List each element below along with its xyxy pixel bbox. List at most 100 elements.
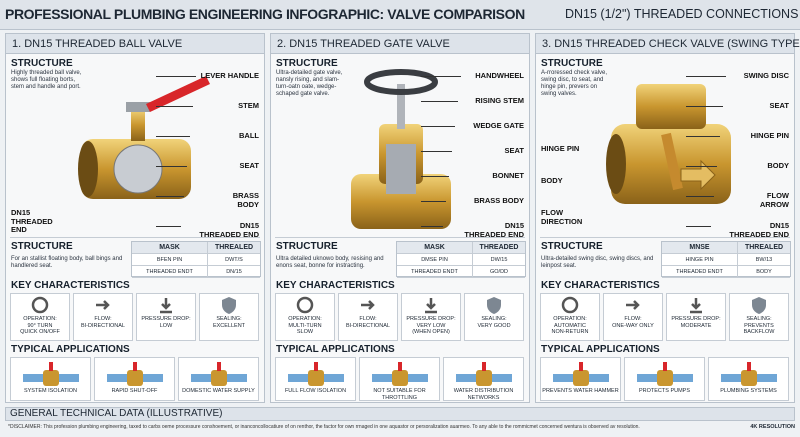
resolution-badge: 4K RESOLUTION	[750, 424, 795, 430]
table-header: THREALED	[208, 242, 260, 254]
structure-text: For an stallist floating body, ball bing…	[11, 256, 123, 269]
characteristic-text: PRESSURE DROP: MODERATE	[671, 316, 721, 329]
characteristic-icon	[690, 298, 702, 314]
applications-heading: TYPICAL APPLICATIONS	[11, 344, 130, 355]
application-text: RAPID SHUT-OFF	[111, 388, 158, 394]
characteristic-card	[540, 293, 600, 341]
characteristic-icon	[752, 297, 766, 314]
callout-label: RISING STEM	[475, 96, 524, 105]
characteristic-text: FLOW: ONE-WAY ONLY	[612, 316, 654, 329]
table-header: MNSE	[662, 242, 738, 254]
valve-illustration	[351, 69, 451, 229]
divider	[10, 237, 260, 238]
callout-line	[686, 226, 711, 227]
application-icon	[553, 362, 609, 386]
callout-label: LEVER HANDLE	[200, 71, 259, 80]
characteristics-heading: KEY CHARACTERISTICS	[541, 280, 660, 291]
application-icon	[288, 362, 344, 386]
application-text: PREVENTS WATER HAMMER	[542, 388, 619, 394]
application-text: PROTECTS PUMPS	[638, 388, 691, 394]
panel-title-bar	[536, 34, 794, 54]
callout-line	[686, 136, 720, 137]
characteristic-text: PRESSURE DROP: VERY LOW (WHEN OPEN)	[406, 316, 456, 335]
callout-label: BALL	[239, 131, 259, 140]
callout-line	[421, 226, 443, 227]
callout-line	[421, 151, 452, 152]
structure-heading: STRUCTURE	[11, 58, 73, 69]
application-icon	[107, 362, 163, 386]
characteristic-text: SEALING: EXCELLENT	[212, 316, 246, 329]
application-icon	[637, 362, 693, 386]
table-cell: BW/13	[738, 254, 790, 266]
table-cell: DMSE PIN	[397, 254, 473, 266]
characteristic-card	[603, 293, 663, 341]
header-bar	[0, 0, 800, 30]
characteristic-text: SEALING: PREVENTS BACKFLOW	[743, 316, 775, 335]
callout-label: HANDWHEEL	[475, 71, 524, 80]
table-cell: DN/15	[208, 266, 260, 278]
panel-title-bar	[6, 34, 264, 54]
structure-text: Ultra-detailed swing disc, swing discs, …	[541, 256, 654, 269]
table-header: MASK	[132, 242, 208, 254]
left-callout-label: FLOW DIRECTION	[541, 208, 583, 226]
characteristic-card	[10, 293, 70, 341]
callout-line	[156, 106, 193, 107]
application-icon	[456, 362, 512, 386]
left-callout-label: BODY	[541, 176, 563, 185]
callout-line	[686, 76, 726, 77]
characteristic-card	[338, 293, 398, 341]
callout-label: STEM	[238, 101, 259, 110]
characteristic-icon	[361, 300, 375, 310]
callout-line	[156, 226, 181, 227]
characteristic-text: SEALING: VERY GOOD	[477, 316, 511, 329]
page-subtitle: DN15 (1/2") THREADED CONNECTIONS	[565, 7, 799, 21]
characteristic-card	[275, 293, 335, 341]
valve-panel: 1. DN15 THREADED BALL VALVE STRUCTURE High…	[5, 33, 265, 403]
structure-table: MASK THREALED BFEN PIN DWT/S THREADED ENDT DN…	[131, 241, 261, 278]
application-icon	[372, 362, 428, 386]
valve-panel: 3. DN15 THREADED CHECK VALVE (SWING TYPE…	[535, 33, 800, 403]
table-cell: DW/15	[473, 254, 525, 266]
table-cell: GO/DD	[473, 266, 525, 278]
callout-label: SEAT	[239, 161, 259, 170]
structure-text: Highly threaded ball valve, shows full f…	[11, 70, 82, 90]
footer-bar	[5, 407, 795, 421]
characteristic-icon	[487, 297, 501, 314]
disclaimer: *DISCLAIMER: This profession plumbing en…	[8, 424, 640, 430]
callout-line	[156, 166, 187, 167]
callout-line	[421, 101, 458, 102]
application-text: FULL FLOW ISOLATION	[284, 388, 347, 394]
callout-line	[421, 76, 461, 77]
page-title: PROFESSIONAL PLUMBING ENGINEERING INFOGR…	[5, 6, 525, 22]
callout-label: HINGE PIN	[750, 131, 789, 140]
callout-label: SWING DISC	[743, 71, 789, 80]
application-text: DOMESTIC WATER SUPPLY	[182, 388, 255, 394]
structure-text: Ultra detailed uknowo body, resising and…	[276, 256, 384, 269]
application-icon	[23, 362, 79, 386]
footer-heading: GENERAL TECHNICAL DATA (ILLUSTRATIVE)	[10, 408, 223, 419]
structure-text: A-rroressed check valve, swing disc, to …	[541, 70, 608, 97]
structure-text: Ultra-detailed gate valve, nansly rising…	[276, 70, 343, 97]
characteristic-card	[73, 293, 133, 341]
callout-line	[421, 126, 455, 127]
characteristic-icon	[296, 296, 314, 314]
characteristics-heading: KEY CHARACTERISTICS	[276, 280, 395, 291]
valve-illustration	[78, 76, 210, 199]
application-text: WATER DISTRIBUTION NETWORKS	[453, 388, 514, 401]
characteristic-icon	[31, 296, 49, 314]
structure-heading: STRUCTURE	[276, 241, 338, 252]
application-text: SYSTEM ISOLATION	[23, 388, 78, 394]
applications-heading: TYPICAL APPLICATIONS	[541, 344, 660, 355]
callout-label: BRASS BODY	[232, 191, 259, 209]
table-cell: BODY	[738, 266, 790, 278]
characteristics-heading: KEY CHARACTERISTICS	[11, 280, 130, 291]
characteristic-text: FLOW: BI-DIRECTIONAL	[345, 316, 390, 329]
table-cell: THREADED ENDT	[662, 266, 738, 278]
callout-line	[421, 201, 446, 202]
callout-label: DN15 THREADED END	[199, 221, 259, 239]
valve-panel: 2. DN15 THREADED GATE VALVE STRUCTURE Ultr…	[270, 33, 530, 403]
table-cell: THREADED ENDT	[397, 266, 473, 278]
characteristic-text: OPERATION: 90° TURN QUICK ON/OFF	[20, 316, 60, 335]
callout-line	[686, 166, 717, 167]
